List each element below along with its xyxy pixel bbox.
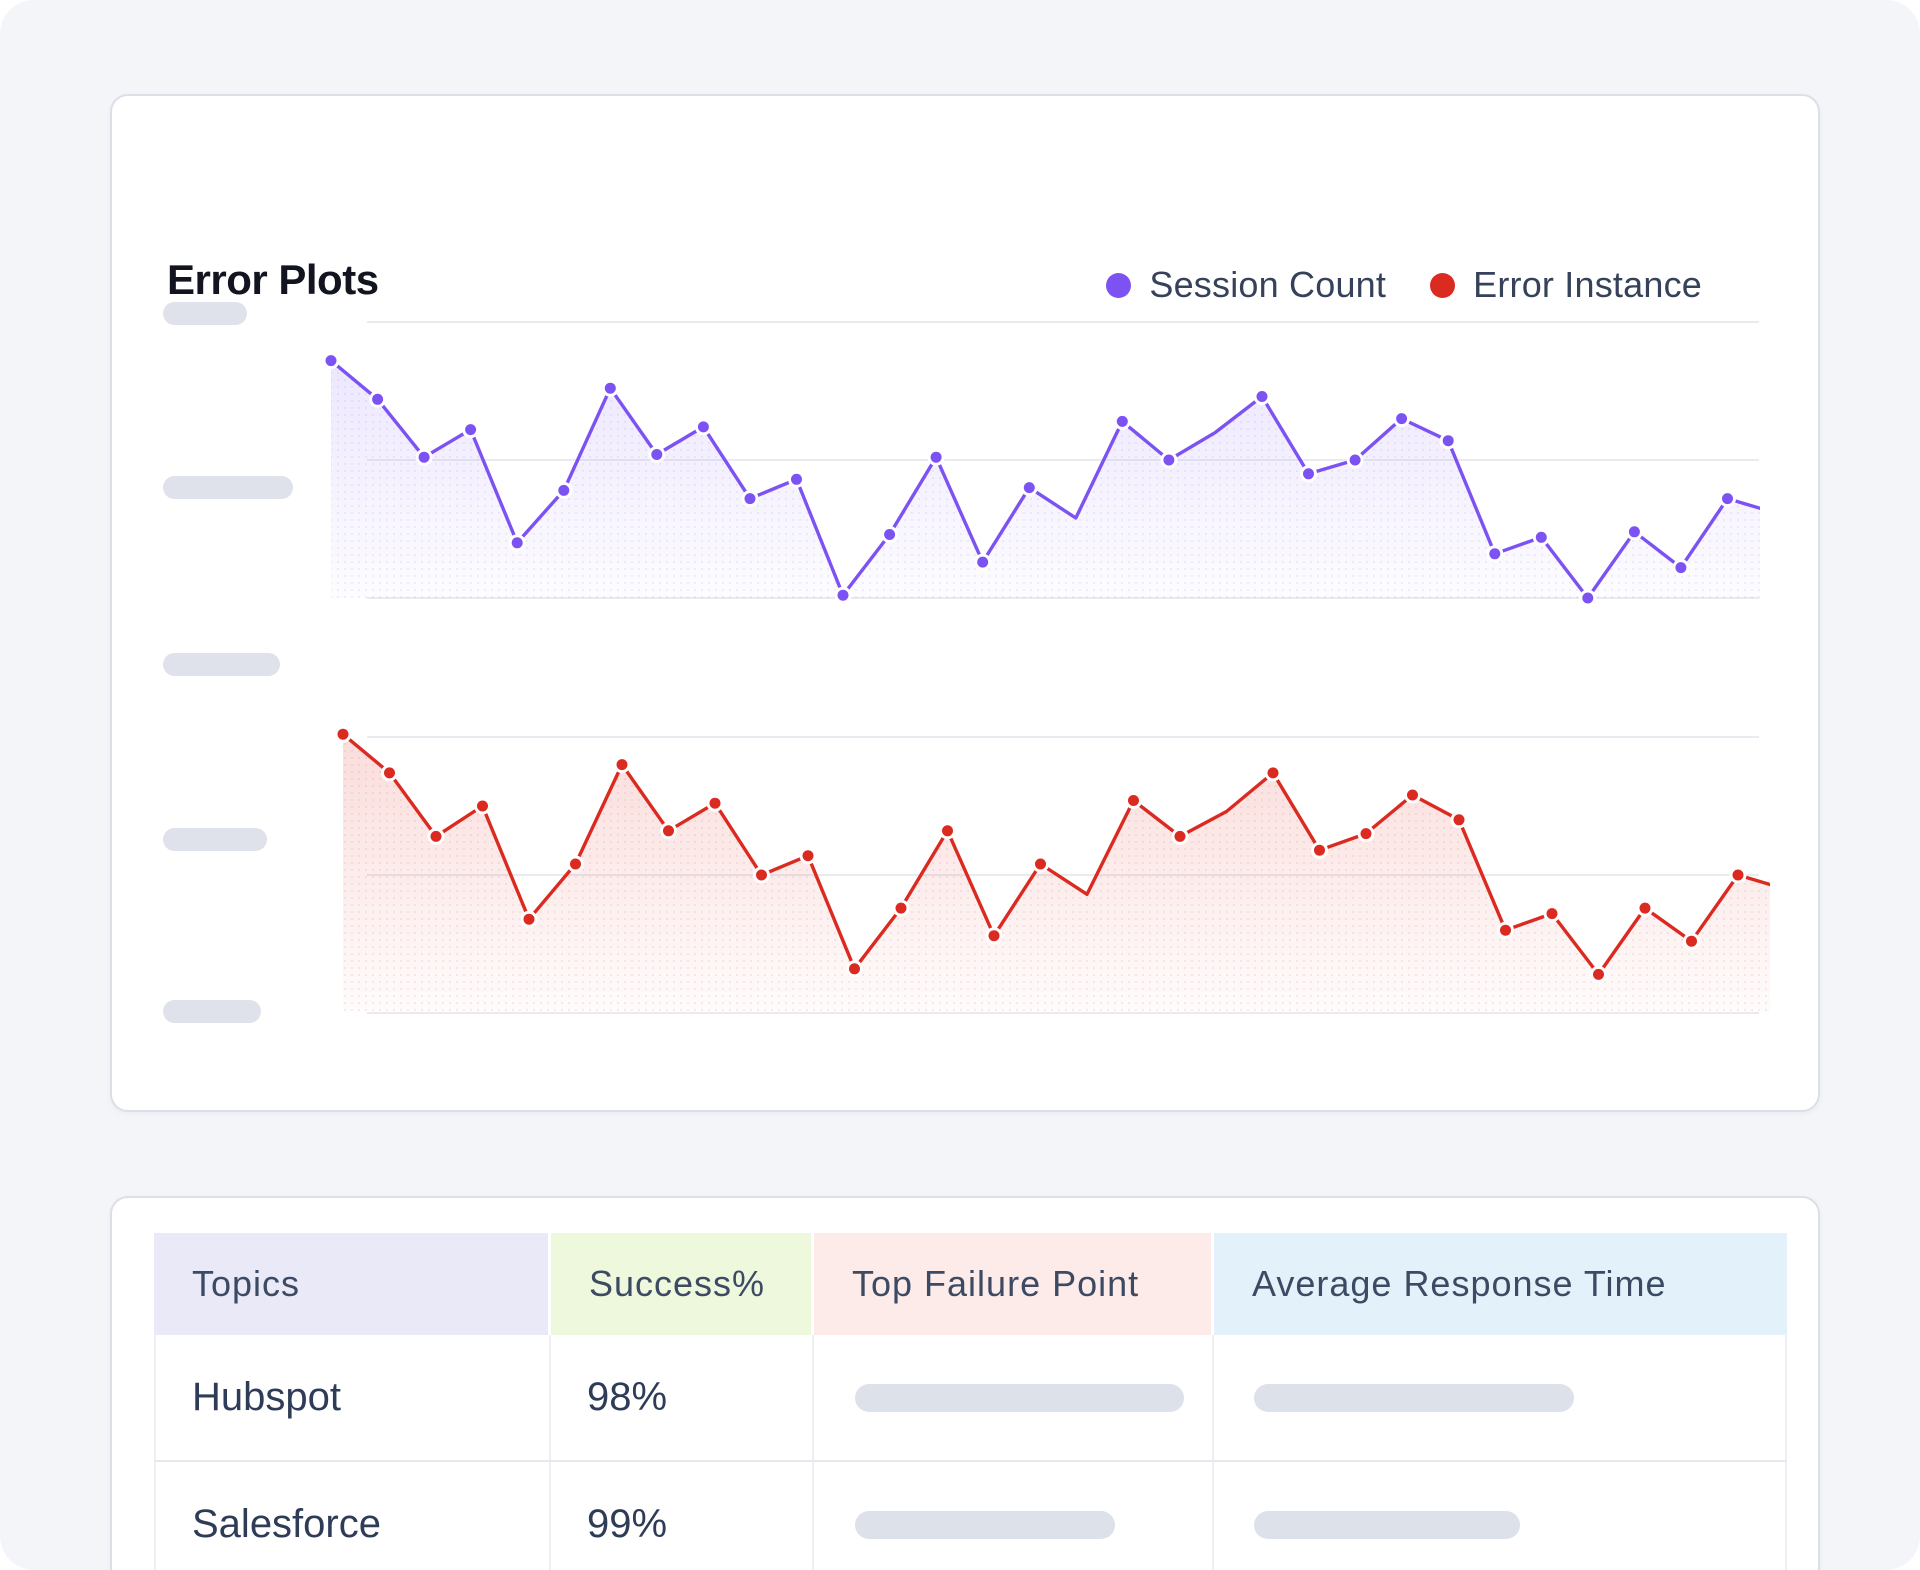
data-point — [462, 421, 480, 439]
data-point — [1032, 855, 1049, 873]
data-point — [1672, 559, 1690, 577]
data-point — [1532, 528, 1550, 546]
table-row: Salesforce 99% — [154, 1460, 1787, 1570]
data-point — [1125, 792, 1142, 809]
data-point — [1160, 451, 1178, 469]
data-point — [753, 866, 770, 884]
column-header-top-failure-point: Top Failure Point — [814, 1233, 1214, 1335]
data-point — [520, 910, 538, 928]
data-point — [1497, 921, 1514, 939]
data-point — [334, 725, 352, 743]
y-axis-skeleton-label — [163, 1000, 261, 1023]
data-point — [567, 855, 584, 873]
data-point — [1636, 899, 1654, 917]
data-point — [892, 899, 910, 917]
data-point — [1486, 545, 1504, 563]
data-point — [1729, 866, 1747, 884]
data-point — [741, 490, 759, 508]
data-point — [939, 822, 956, 840]
data-point — [601, 379, 619, 397]
y-axis-skeleton-label — [163, 476, 293, 499]
data-point — [1253, 388, 1271, 405]
data-point — [1264, 764, 1282, 782]
data-point — [694, 418, 712, 436]
column-header-success: Success% — [551, 1233, 814, 1335]
y-axis-skeleton-label — [163, 302, 247, 325]
data-point — [1300, 465, 1317, 483]
data-point — [788, 470, 805, 488]
average-response-time-cell — [1214, 1462, 1787, 1570]
data-point — [427, 827, 445, 845]
data-point — [1683, 932, 1700, 950]
data-point — [834, 586, 852, 604]
data-point — [881, 526, 899, 543]
data-point — [1020, 479, 1038, 497]
legend-label: Error Instance — [1473, 264, 1702, 305]
topic-cell: Salesforce — [154, 1462, 551, 1570]
data-point — [846, 960, 863, 978]
top-failure-point-cell — [814, 1462, 1214, 1570]
data-point — [1590, 965, 1607, 983]
area-fill-texture — [331, 360, 1760, 598]
success-cell: 99% — [551, 1462, 814, 1570]
topic-cell: Hubspot — [154, 1335, 551, 1460]
data-point — [648, 446, 666, 463]
data-point — [1625, 523, 1643, 541]
data-point — [1450, 811, 1468, 829]
data-point — [1171, 827, 1189, 845]
y-axis-skeleton-label — [163, 653, 280, 676]
error-instance-dot-icon — [1430, 272, 1456, 298]
skeleton-value — [855, 1510, 1115, 1539]
skeleton-value — [855, 1383, 1184, 1412]
data-point — [799, 847, 817, 865]
error-instance-series — [334, 725, 1770, 1013]
data-point — [381, 764, 398, 782]
legend-item-error-instance[interactable]: Error Instance — [1430, 264, 1702, 306]
data-point — [706, 794, 724, 812]
data-point — [1579, 589, 1597, 607]
data-point — [322, 352, 340, 370]
topics-table: Topics Success% Top Failure Point Averag… — [154, 1233, 1787, 1570]
table-header-row: Topics Success% Top Failure Point Averag… — [154, 1233, 1787, 1335]
session-count-dot-icon — [1106, 272, 1132, 298]
data-point — [1357, 825, 1375, 843]
success-cell: 98% — [551, 1335, 814, 1460]
data-point — [369, 390, 387, 408]
topics-table-card: Topics Success% Top Failure Point Averag… — [110, 1196, 1820, 1570]
data-point — [660, 822, 677, 840]
data-point — [1439, 432, 1457, 450]
data-point — [415, 448, 433, 466]
data-point — [1346, 451, 1364, 469]
skeleton-value — [1254, 1510, 1520, 1539]
data-point — [1719, 490, 1736, 508]
page-title: Error Plots — [167, 256, 379, 303]
data-point — [985, 927, 1003, 945]
data-point — [508, 534, 526, 552]
legend-label: Session Count — [1149, 264, 1387, 305]
data-point — [1404, 786, 1421, 804]
data-point — [613, 756, 631, 774]
average-response-time-cell — [1214, 1335, 1787, 1460]
column-header-average-response-time: Average Response Time — [1214, 1233, 1787, 1335]
session-count-series — [322, 352, 1760, 607]
skeleton-value — [1254, 1383, 1574, 1412]
top-failure-point-cell — [814, 1335, 1214, 1460]
data-point — [474, 797, 491, 815]
data-point — [1311, 841, 1328, 859]
data-point — [1543, 905, 1561, 923]
column-header-topics: Topics — [154, 1233, 551, 1335]
y-axis-skeleton-label — [163, 828, 267, 851]
table-row: Hubspot 98% — [154, 1335, 1787, 1460]
data-point — [974, 553, 992, 571]
chart-legend: Session Count Error Instance — [1106, 264, 1702, 306]
data-point — [1113, 412, 1131, 430]
data-point — [555, 481, 573, 499]
legend-item-session-count[interactable]: Session Count — [1106, 264, 1386, 306]
table-body: Hubspot 98% Salesforce 99% — [154, 1335, 1787, 1570]
area-fill-texture — [343, 734, 1770, 1013]
data-point — [927, 448, 945, 466]
data-point — [1393, 410, 1411, 428]
